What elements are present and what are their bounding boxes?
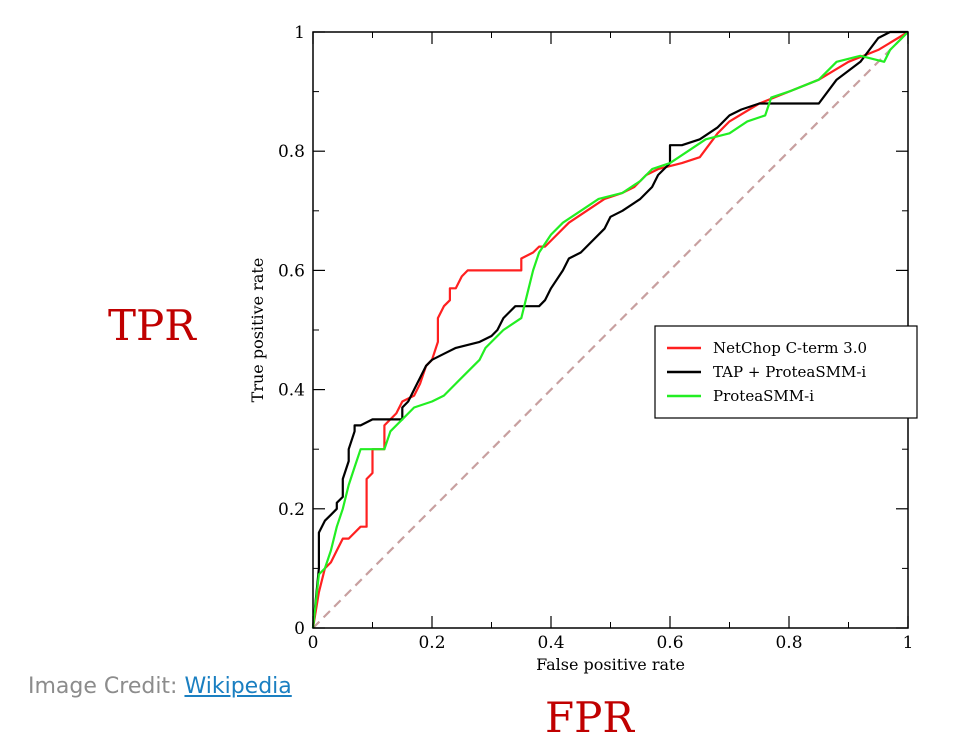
diagonal-reference-line [312,31,909,629]
y-tick-label: 0.4 [278,381,305,401]
x-tick-label: 0.2 [418,633,445,653]
x-tick-label: 0.8 [775,633,802,653]
image-credit: Image Credit: Wikipedia [28,674,292,699]
fpr-annotation: FPR [545,693,635,742]
legend: NetChop C-term 3.0 TAP + ProteaSMM-i Prote… [654,325,918,419]
x-tick-label: 1 [903,633,914,653]
x-tick-label: 0.4 [537,633,564,653]
series-line-1 [311,31,909,629]
y-axis-label: True positive rate [248,258,267,403]
y-tick-label: 0.2 [278,500,305,520]
y-tick-label: 0.8 [278,142,305,162]
plot-content [311,30,909,629]
x-axis-label: False positive rate [536,655,685,674]
tpr-annotation: TPR [108,301,196,350]
credit-prefix: Image Credit: [28,674,185,699]
y-tick-label: 0 [294,619,305,639]
axes: 0 0.2 0.4 0.6 0.8 1 0 0.2 0.4 0.6 0.8 1 False positi… [248,23,913,674]
legend-box [654,325,918,419]
series-line-2 [311,30,908,629]
x-tick-label: 0.6 [656,633,683,653]
y-tick-label: 1 [294,23,305,43]
legend-label: TAP + ProteaSMM-i [713,363,866,381]
legend-label: ProteaSMM-i [713,387,814,405]
legend-label: NetChop C-term 3.0 [713,339,867,357]
wikipedia-link[interactable]: Wikipedia [184,674,292,699]
x-tick-label: 0 [308,633,319,653]
y-tick-label: 0.6 [278,261,305,281]
series-line-3 [311,31,909,629]
